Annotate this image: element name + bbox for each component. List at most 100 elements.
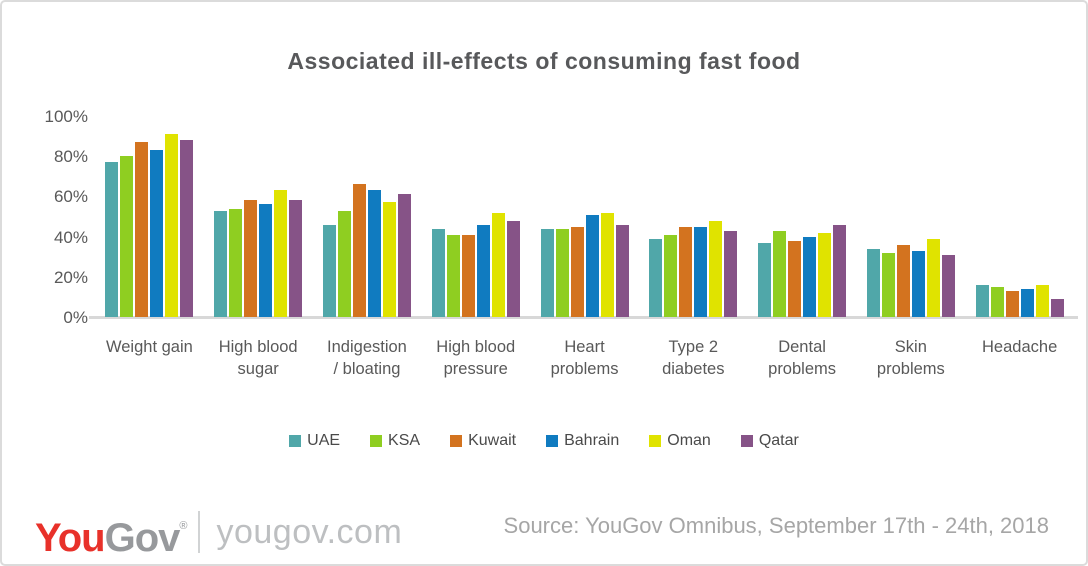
bar-bahrain [694, 226, 708, 317]
legend-label: Kuwait [468, 432, 517, 449]
bar-qatar [289, 200, 303, 317]
bar-kuwait [461, 234, 475, 317]
legend-item-oman: Oman [649, 432, 711, 450]
x-axis-label-line: pressure [443, 360, 508, 378]
bar-group-weight-gain [95, 116, 204, 317]
legend-item-kuwait: Kuwait [450, 432, 516, 450]
bar-kuwait [352, 184, 366, 317]
bar-oman [274, 190, 288, 317]
bar-qatar [180, 140, 194, 317]
bar-bahrain [803, 236, 817, 317]
bar-qatar [397, 194, 411, 317]
x-axis-label-line: High blood [436, 338, 516, 356]
bar-ksa [773, 230, 787, 317]
bar-group-heart-problems [530, 116, 639, 317]
plot-area [89, 116, 1078, 319]
x-axis-label: High blood pressure [421, 336, 530, 380]
bar-bahrain [476, 224, 490, 317]
bar-oman [818, 232, 832, 317]
bar-oman [491, 212, 505, 317]
x-axis-label: Dental problems [748, 336, 857, 380]
bar-bahrain [367, 190, 381, 317]
bar-kuwait [135, 142, 149, 317]
bar-ksa [881, 252, 895, 317]
x-axis-label-line: problems [550, 360, 619, 378]
yougov-domain-text: yougov.com [216, 512, 403, 551]
registered-mark-icon: ® [179, 520, 187, 532]
bar-qatar [615, 224, 629, 317]
x-axis-label-line: problems [768, 360, 837, 378]
bar-group-skin-problems [856, 116, 965, 317]
logo-divider [198, 511, 201, 553]
bar-uae [975, 284, 989, 317]
x-axis-label-line: sugar [237, 360, 279, 378]
bar-bahrain [259, 204, 273, 317]
y-tick-label: 60% [53, 187, 88, 207]
x-axis-label-line: Type 2 [668, 338, 719, 356]
bar-oman [600, 212, 614, 317]
y-tick-label: 80% [53, 147, 88, 167]
bar-ksa [120, 156, 134, 317]
source-attribution: Source: YouGov Omnibus, September 17th -… [503, 513, 1049, 538]
x-axis-label-line: Heart [564, 338, 605, 356]
x-axis-label-line: Headache [982, 338, 1058, 356]
logo-you-text: You [35, 516, 106, 560]
bar-qatar [833, 224, 847, 317]
legend-swatch-icon [740, 435, 753, 447]
bar-oman [382, 202, 396, 317]
bar-uae [214, 210, 228, 317]
x-axis-label-line: Dental [778, 338, 826, 356]
x-axis-label-line: Skin [894, 338, 927, 356]
legend-label: KSA [388, 432, 421, 449]
x-axis-label-line: Indigestion [327, 338, 407, 356]
x-axis-label: Headache [965, 336, 1074, 380]
bar-kuwait [570, 226, 584, 317]
bar-group-dental-problems [748, 116, 857, 317]
y-tick-label: 0% [63, 308, 88, 327]
legend-label: Bahrain [564, 432, 620, 449]
bar-bahrain [911, 250, 925, 317]
x-axis-label: Type 2 diabetes [639, 336, 748, 380]
bar-kuwait [896, 244, 910, 317]
bar-oman [709, 220, 723, 317]
legend-item-qatar: Qatar [740, 432, 799, 450]
yougov-wordmark: YouGov® [35, 502, 188, 562]
bar-qatar [724, 230, 738, 317]
legend-item-uae: UAE [289, 432, 340, 450]
bar-bahrain [1020, 288, 1034, 317]
x-axis-label-line: / bloating [333, 360, 401, 378]
bar-group-high-blood-sugar [204, 116, 313, 317]
legend-item-bahrain: Bahrain [546, 432, 619, 450]
bar-oman [926, 238, 940, 317]
yougov-logo: YouGov® yougov.com [35, 502, 402, 562]
legend-swatch-icon [450, 435, 463, 447]
x-axis-label: Heart problems [530, 336, 639, 380]
x-axis-label: Weight gain [95, 336, 204, 380]
legend-swatch-icon [546, 435, 559, 447]
bar-bahrain [585, 214, 599, 317]
bar-ksa [990, 286, 1004, 317]
x-axis-label-line: diabetes [662, 360, 725, 378]
chart-title: Associated ill-effects of consuming fast… [287, 48, 801, 74]
y-tick-label: 100% [44, 107, 88, 126]
legend-label: Qatar [758, 432, 799, 449]
bar-group-headache [965, 116, 1074, 317]
legend-label: Oman [667, 432, 711, 449]
x-axis-labels: Weight gain High blood sugar Indigestion / b… [95, 336, 1074, 380]
bar-uae [105, 162, 119, 317]
bar-kuwait [679, 226, 693, 317]
bar-uae [758, 242, 772, 317]
bar-kuwait [244, 200, 258, 317]
bar-bahrain [150, 150, 164, 317]
y-tick-label: 40% [53, 227, 88, 247]
legend-swatch-icon [289, 435, 302, 447]
bar-oman [1035, 284, 1049, 317]
bar-ksa [664, 234, 678, 317]
x-axis-label: Skin problems [856, 336, 965, 380]
bar-kuwait [1005, 290, 1019, 317]
x-axis-label: High blood sugar [204, 336, 313, 380]
legend-swatch-icon [649, 435, 662, 447]
legend-swatch-icon [370, 435, 383, 447]
logo-gov-text: Gov [104, 516, 181, 560]
y-axis: 100% 80% 60% 40% 20% 0% [2, 107, 88, 327]
